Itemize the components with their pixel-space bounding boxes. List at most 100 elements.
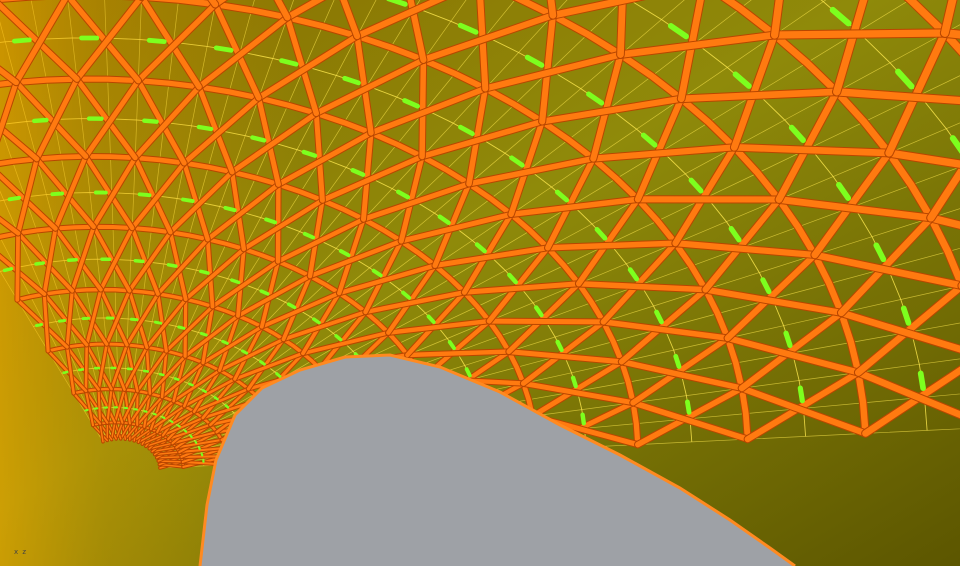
structural-member — [672, 240, 818, 258]
structural-member — [575, 280, 709, 293]
bracing-element — [342, 75, 361, 86]
structural-member — [0, 88, 40, 162]
structural-member — [129, 426, 146, 441]
structural-member — [160, 361, 205, 399]
bracing-element — [685, 399, 692, 415]
structural-member — [135, 1, 218, 84]
structural-member — [368, 85, 489, 136]
structural-member — [319, 154, 425, 203]
structural-member — [183, 297, 188, 358]
structural-member — [255, 33, 360, 101]
bracing-element — [199, 269, 210, 275]
bracing-element — [158, 372, 165, 377]
structural-member — [775, 88, 841, 203]
structural-member — [148, 442, 174, 450]
bracing-element — [66, 258, 78, 263]
structural-member — [143, 400, 175, 428]
bracing-element — [221, 339, 229, 345]
structural-member — [84, 389, 109, 424]
structural-member — [927, 100, 960, 222]
structural-member — [137, 431, 158, 444]
structural-member — [927, 214, 960, 261]
structural-member — [168, 230, 188, 302]
structural-member — [183, 247, 246, 302]
structural-member — [486, 318, 606, 325]
structural-member — [132, 84, 202, 161]
structural-member — [145, 297, 188, 349]
structural-member — [361, 181, 472, 222]
structural-member — [386, 318, 492, 335]
bracing-element — [829, 6, 852, 27]
bracing-element — [197, 446, 201, 450]
structural-member — [98, 226, 135, 292]
structural-member — [337, 217, 366, 296]
bracing-element — [464, 367, 472, 378]
structural-member — [361, 130, 374, 222]
bracing-element — [301, 149, 318, 158]
bracing-element — [797, 385, 805, 404]
structural-member — [281, 310, 368, 342]
structural-member — [233, 351, 305, 381]
structural-member — [506, 281, 582, 355]
structural-member — [192, 369, 221, 413]
structural-member — [301, 330, 391, 356]
structural-member — [42, 226, 58, 296]
bracing-element — [728, 226, 742, 243]
structural-member — [738, 309, 845, 392]
bracing-element — [457, 22, 479, 35]
structural-member — [702, 196, 783, 293]
structural-member — [141, 434, 164, 445]
bracing-element — [137, 192, 152, 198]
structural-member — [363, 238, 404, 315]
structural-member — [53, 154, 88, 231]
structural-member — [256, 95, 281, 187]
structural-member — [15, 156, 39, 236]
bracing-element — [386, 0, 408, 7]
structural-member — [770, 29, 949, 39]
structural-member — [212, 1, 262, 101]
structural-member — [833, 88, 960, 108]
structural-member — [148, 354, 187, 395]
bracing-element — [213, 396, 219, 401]
structural-member — [702, 286, 845, 316]
bracing-element — [627, 267, 640, 282]
bracing-element — [836, 181, 852, 201]
structural-member — [724, 335, 862, 376]
structural-member — [233, 325, 264, 381]
structural-member — [172, 369, 221, 403]
bracing-element — [250, 135, 267, 143]
structural-member — [461, 281, 582, 295]
structural-member — [506, 349, 625, 365]
structural-member — [0, 154, 539, 452]
structural-member — [241, 198, 325, 252]
structural-member — [0, 7, 19, 86]
structural-member — [466, 155, 597, 187]
structural-member — [178, 446, 227, 454]
structural-member — [209, 387, 250, 427]
bracing-element — [334, 334, 343, 342]
bracing-element — [688, 177, 704, 194]
structural-member — [854, 369, 960, 431]
bracing-element — [152, 412, 157, 416]
structural-member — [314, 0, 361, 40]
structural-member — [74, 0, 145, 82]
bracing-element — [534, 305, 544, 318]
structural-member — [539, 95, 685, 125]
structural-member — [618, 286, 709, 365]
structural-member — [34, 76, 80, 162]
structural-member — [520, 319, 606, 386]
bracing-element — [259, 289, 270, 296]
bracing-element — [142, 118, 159, 124]
structural-member — [476, 0, 489, 92]
structural-member — [125, 292, 160, 347]
structural-member — [83, 78, 141, 159]
structural-member — [677, 0, 708, 103]
structural-member — [15, 231, 20, 302]
bracing-element — [11, 37, 32, 44]
bracing-element — [437, 214, 451, 226]
bracing-element — [153, 320, 163, 325]
bracing-element — [57, 319, 67, 323]
structural-member — [405, 349, 512, 358]
structural-member — [153, 451, 181, 456]
